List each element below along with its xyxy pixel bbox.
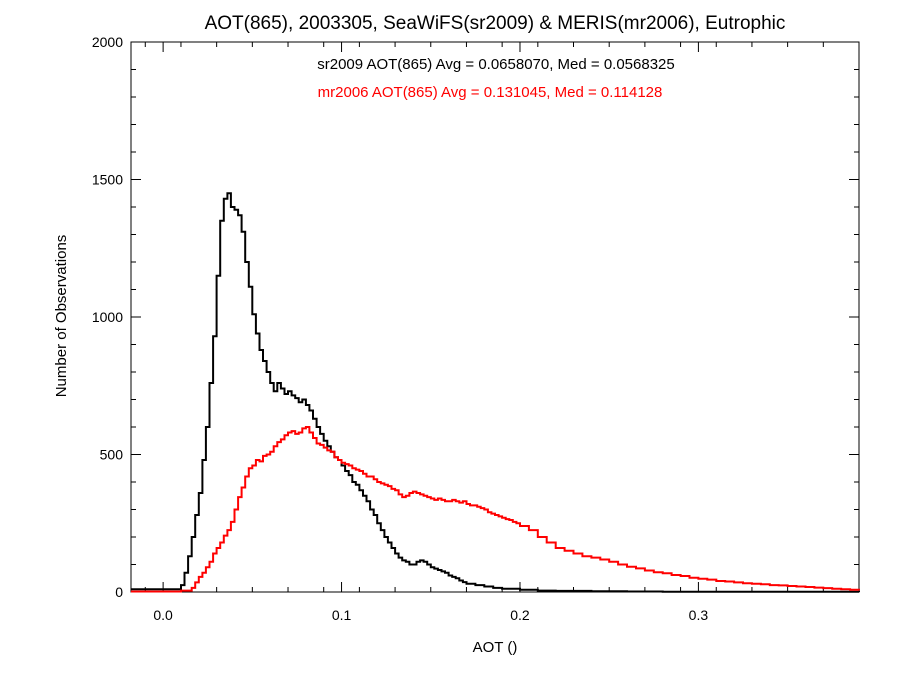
annotation-black: sr2009 AOT(865) Avg = 0.0658070, Med = 0… (317, 56, 675, 73)
plot-frame (130, 41, 860, 593)
y-tick-label: 2000 (92, 34, 123, 50)
x-axis-label: AOT () (473, 639, 518, 656)
plot-area: 0.0 0.1 0.2 0.3 0 500 1000 1500 2000 (92, 34, 860, 623)
y-tick-label: 1000 (92, 309, 123, 325)
y-tick-label: 500 (100, 447, 124, 463)
annotation-red: mr2006 AOT(865) Avg = 0.131045, Med = 0.… (318, 84, 663, 101)
x-tick-label: 0.0 (153, 607, 173, 623)
series-mr2006-line (131, 426, 860, 593)
series-sr2009-line (131, 192, 860, 593)
x-tick-label: 0.2 (510, 607, 530, 623)
x-tick-label: 0.3 (689, 607, 709, 623)
chart-title: AOT(865), 2003305, SeaWiFS(sr2009) & MER… (205, 13, 786, 34)
x-tick-label: 0.1 (332, 607, 352, 623)
y-axis-label: Number of Observations (53, 235, 70, 398)
y-tick-label: 1500 (92, 172, 123, 188)
y-tick-label: 0 (115, 584, 123, 600)
